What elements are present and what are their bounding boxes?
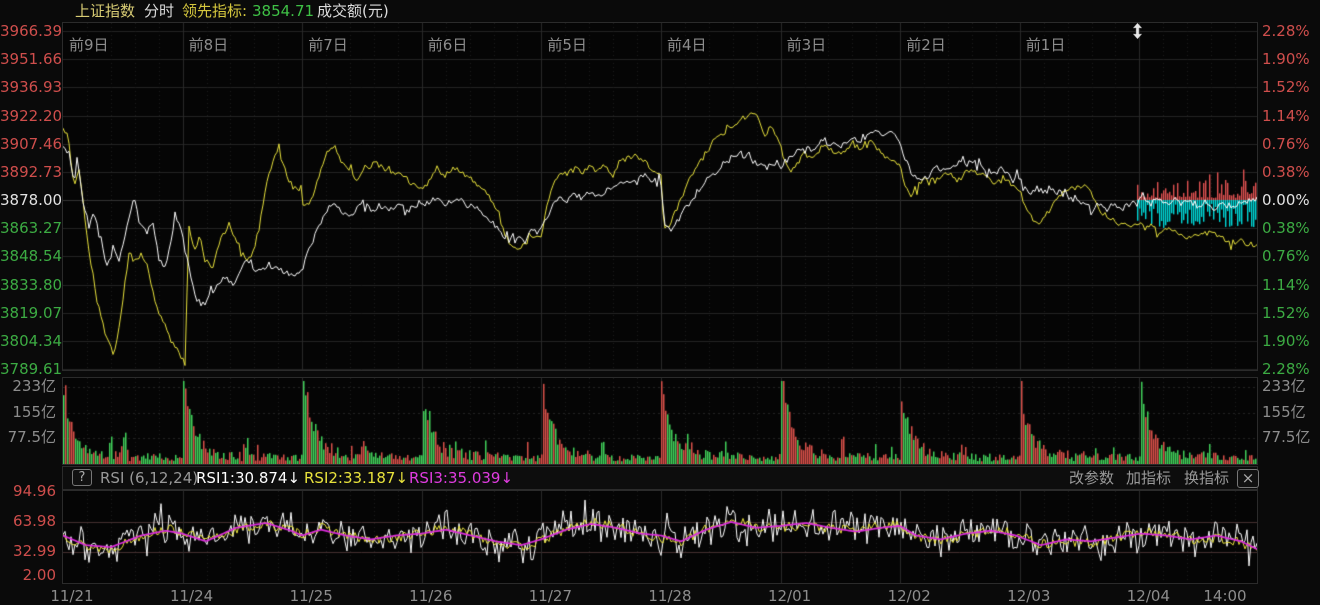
- day-segment-label: 前6日: [428, 36, 468, 54]
- percent-tick-label: 0.76%: [1262, 247, 1310, 265]
- turnover-label: 成交额(元): [317, 2, 389, 21]
- time-tick-label: 12/03: [997, 587, 1061, 605]
- price-tick-label: 3833.80: [0, 276, 56, 294]
- add-indicator-button[interactable]: 加指标: [1126, 467, 1171, 489]
- percent-tick-label: 1.90%: [1262, 332, 1310, 350]
- price-tick-label: 3936.93: [0, 78, 56, 96]
- time-tick-label: 12/04: [1116, 587, 1180, 605]
- day-segment-label: 前7日: [308, 36, 348, 54]
- price-tick-label: 3863.27: [0, 219, 56, 237]
- mode-label[interactable]: 分时: [144, 2, 174, 21]
- volume-tick-label: 233亿: [1262, 377, 1306, 395]
- rsi-tick-label: 2.00: [0, 566, 56, 584]
- indicator-header-bar: ? RSI (6,12,24) RSI1:30.874↓ RSI2:33.187…: [62, 466, 1258, 490]
- rsi-tick-label: 94.96: [0, 482, 56, 500]
- price-tick-label: 3804.34: [0, 332, 56, 350]
- volume-tick-label: 77.5亿: [1262, 428, 1310, 446]
- time-tick-label: 11/28: [638, 587, 702, 605]
- rsi-tick-label: 32.99: [0, 542, 56, 560]
- day-segment-label: 前8日: [189, 36, 229, 54]
- day-segment-label: 前1日: [1026, 36, 1066, 54]
- rsi1-value: RSI1:30.874↓: [196, 467, 300, 489]
- day-segment-label: 前9日: [69, 36, 109, 54]
- percent-tick-label: 1.52%: [1262, 304, 1310, 322]
- percent-tick-label: 1.90%: [1262, 50, 1310, 68]
- indicator-title[interactable]: RSI (6,12,24): [100, 467, 198, 489]
- volume-tick-label: 233亿: [0, 377, 56, 395]
- main-price-pane: [62, 22, 1258, 371]
- percent-tick-label: 2.28%: [1262, 22, 1310, 40]
- time-tick-label: 11/24: [160, 587, 224, 605]
- volume-tick-label: 155亿: [0, 403, 56, 421]
- volume-tick-label: 77.5亿: [0, 428, 56, 446]
- main-chart-canvas[interactable]: [63, 23, 1257, 370]
- rsi-pane: [62, 490, 1258, 584]
- percent-tick-label: 1.14%: [1262, 276, 1310, 294]
- index-name[interactable]: 上证指数: [75, 2, 135, 21]
- price-tick-label: 3848.54: [0, 247, 56, 265]
- price-tick-label: 3892.73: [0, 163, 56, 181]
- time-tick-label: 14:00: [1193, 587, 1257, 605]
- price-tick-label: 3789.61: [0, 360, 56, 378]
- stock-minute-chart-app: 上证指数 分时 领先指标: 3854.71 成交额(元) 3966.39 3951…: [0, 0, 1320, 605]
- volume-canvas[interactable]: [63, 378, 1257, 464]
- day-segment-label: 前3日: [787, 36, 827, 54]
- indicator-help-button[interactable]: ?: [72, 469, 92, 486]
- time-tick-label: 11/25: [279, 587, 343, 605]
- percent-tick-label: 1.14%: [1262, 107, 1310, 125]
- chart-header: 上证指数 分时 领先指标: 3854.71 成交额(元): [0, 2, 1320, 21]
- day-segment-label: 前2日: [906, 36, 946, 54]
- percent-tick-label: 0.76%: [1262, 135, 1310, 153]
- price-tick-label: 3951.66: [0, 50, 56, 68]
- rsi3-value: RSI3:35.039↓: [409, 467, 513, 489]
- rsi2-value: RSI2:33.187↓: [304, 467, 408, 489]
- price-tick-label: 3907.46: [0, 135, 56, 153]
- day-segment-label: 前4日: [667, 36, 707, 54]
- leading-indicator-label: 领先指标:: [182, 2, 247, 21]
- close-indicator-button[interactable]: ×: [1237, 469, 1259, 488]
- price-tick-label: 3922.20: [0, 107, 56, 125]
- percent-tick-label: 0.38%: [1262, 219, 1310, 237]
- price-tick-label: 3878.00: [0, 191, 56, 209]
- price-tick-label: 3819.07: [0, 304, 56, 322]
- volume-pane: [62, 377, 1258, 465]
- price-tick-label: 3966.39: [0, 22, 56, 40]
- percent-tick-label: 2.28%: [1262, 360, 1310, 378]
- day-segment-label: 前5日: [547, 36, 587, 54]
- time-tick-label: 11/21: [40, 587, 104, 605]
- percent-tick-label: 0.00%: [1262, 191, 1310, 209]
- rsi-canvas[interactable]: [63, 491, 1257, 583]
- pane-resize-icon[interactable]: [1131, 23, 1144, 39]
- rsi-tick-label: 63.98: [0, 512, 56, 530]
- time-tick-label: 11/27: [518, 587, 582, 605]
- time-tick-label: 12/01: [758, 587, 822, 605]
- time-tick-label: 11/26: [399, 587, 463, 605]
- time-tick-label: 12/02: [877, 587, 941, 605]
- switch-indicator-button[interactable]: 换指标: [1184, 467, 1229, 489]
- volume-tick-label: 155亿: [1262, 403, 1306, 421]
- change-params-button[interactable]: 改参数: [1069, 467, 1114, 489]
- percent-tick-label: 0.38%: [1262, 163, 1310, 181]
- percent-tick-label: 1.52%: [1262, 78, 1310, 96]
- leading-indicator-value: 3854.71: [252, 2, 314, 21]
